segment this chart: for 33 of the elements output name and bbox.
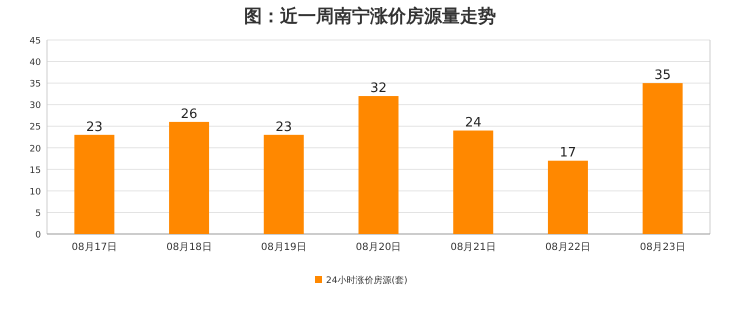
y-tick-label: 45 — [30, 36, 41, 46]
bar — [548, 160, 588, 234]
data-label: 35 — [654, 68, 671, 84]
data-label: 23 — [86, 120, 103, 135]
data-label: 23 — [276, 120, 292, 135]
data-label: 26 — [180, 106, 198, 122]
data-label: 17 — [560, 146, 576, 161]
bar — [74, 134, 114, 234]
y-tick-label: 25 — [30, 122, 41, 133]
bar — [264, 134, 304, 234]
x-tick-label: 08月22日 — [545, 242, 591, 253]
y-tick-label: 0 — [35, 230, 42, 240]
chart-title: 图：近一周南宁涨价房源量走势 — [244, 6, 496, 27]
bar — [358, 96, 398, 234]
y-tick-label: 40 — [30, 58, 42, 68]
x-tick-label: 08月18日 — [166, 242, 212, 253]
data-label: 24 — [464, 116, 482, 131]
y-tick-label: 30 — [30, 101, 42, 112]
y-tick-label: 20 — [30, 144, 42, 154]
y-tick-label: 5 — [35, 208, 41, 219]
x-tick-label: 08月23日 — [640, 242, 686, 253]
x-tick-label: 08月17日 — [72, 242, 118, 253]
x-tick-label: 08月19日 — [261, 242, 307, 253]
x-tick-label: 08月21日 — [450, 242, 496, 253]
y-tick-label: 35 — [30, 80, 41, 90]
bar — [453, 130, 494, 234]
y-tick-label: 15 — [30, 166, 41, 176]
y-tick-label: 10 — [30, 187, 42, 198]
bar — [169, 122, 210, 234]
x-tick-label: 08月20日 — [356, 242, 402, 253]
bar — [642, 83, 683, 234]
legend-label: 24小时涨价房源(套) — [326, 275, 408, 286]
data-label: 32 — [370, 81, 387, 96]
